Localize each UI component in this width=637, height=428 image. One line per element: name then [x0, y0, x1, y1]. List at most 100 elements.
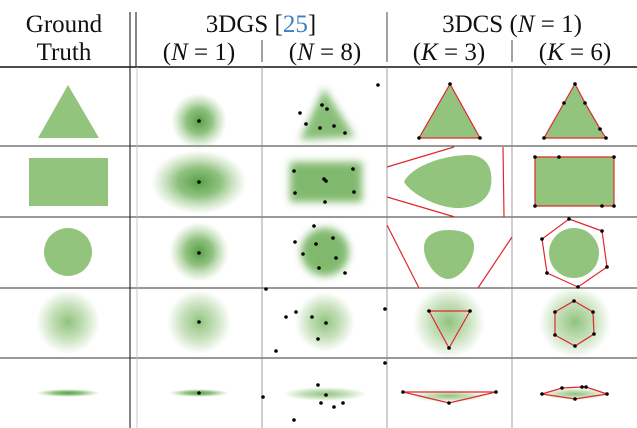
citation-link[interactable]: 25	[282, 11, 308, 38]
point-marker	[293, 191, 297, 195]
point-marker	[540, 392, 544, 396]
header-3dcs-k3: (K = 3)	[412, 39, 486, 66]
polygon-edge	[386, 146, 455, 168]
point-marker	[324, 321, 328, 325]
point-marker	[264, 287, 268, 291]
point-marker	[274, 349, 278, 353]
method-name: 3DGS	[205, 11, 269, 38]
point-marker	[325, 107, 329, 111]
header-3dgs: 3DGS [25]	[205, 11, 317, 38]
point-marker	[332, 124, 336, 128]
polygon-edge	[386, 196, 456, 218]
point-marker	[612, 204, 616, 208]
point-marker	[314, 242, 318, 246]
point-marker	[572, 299, 576, 303]
header-3dgs-n8: (N = 8)	[288, 39, 362, 66]
point-marker	[600, 204, 604, 208]
gaussian-splat	[36, 290, 100, 354]
point-marker	[319, 401, 323, 405]
gaussian-mixture	[301, 228, 349, 276]
point-marker	[417, 136, 421, 140]
point-marker	[553, 310, 557, 314]
gt-circle	[44, 228, 92, 276]
point-marker	[573, 344, 577, 348]
point-marker	[343, 271, 347, 275]
header-3dcs: 3DCS (N = 1)	[442, 11, 582, 38]
convex-polygon	[417, 82, 482, 139]
point-marker	[598, 127, 602, 131]
convex-polygon	[402, 391, 497, 404]
point-marker	[197, 180, 201, 184]
point-marker	[557, 155, 561, 159]
header-ground: Ground	[25, 11, 103, 38]
point-marker	[560, 386, 564, 390]
convex-polygon	[427, 310, 472, 350]
point-marker	[343, 131, 347, 135]
gt-triangle	[38, 85, 99, 138]
point-marker	[331, 236, 335, 240]
gaussian-splat	[36, 389, 100, 397]
point-marker	[448, 82, 452, 86]
point-marker	[292, 169, 296, 173]
polygon-edge	[477, 236, 513, 289]
point-marker	[573, 82, 577, 86]
point-marker	[310, 315, 314, 319]
point-marker	[540, 237, 544, 241]
point-marker	[317, 266, 321, 270]
point-marker	[332, 405, 336, 409]
gaussian-splat	[413, 286, 485, 358]
point-marker	[605, 392, 609, 396]
point-marker	[312, 224, 316, 228]
polygon-edge	[386, 224, 420, 289]
header-3dgs-n1: (N = 1)	[162, 39, 236, 66]
convex-shape	[419, 84, 480, 138]
point-marker	[573, 397, 577, 401]
convex-shape	[535, 157, 614, 206]
header-3dcs-k6: (K = 6)	[538, 39, 612, 66]
convex-shape	[404, 155, 492, 209]
convex-shape	[424, 230, 475, 279]
point-marker	[401, 390, 405, 394]
point-marker	[292, 418, 296, 422]
point-marker	[324, 393, 328, 397]
point-marker	[553, 333, 557, 337]
point-marker	[197, 391, 201, 395]
point-marker	[318, 126, 322, 130]
point-marker	[383, 307, 387, 311]
point-marker	[316, 337, 320, 341]
point-marker	[316, 383, 320, 387]
convex-shape	[549, 228, 599, 278]
point-marker	[468, 309, 472, 313]
point-marker	[320, 103, 324, 107]
point-marker	[600, 229, 604, 233]
gt-rectangle	[29, 158, 108, 206]
point-marker	[334, 256, 338, 260]
point-marker	[591, 310, 595, 314]
point-marker	[612, 155, 616, 159]
point-marker	[584, 385, 588, 389]
point-marker	[304, 122, 308, 126]
point-marker	[447, 401, 451, 405]
polygon-edge	[502, 146, 505, 218]
point-marker	[604, 136, 608, 140]
point-marker	[323, 200, 327, 204]
point-marker	[545, 271, 549, 275]
point-marker	[376, 83, 380, 87]
point-marker	[494, 390, 498, 394]
gaussian-mixture	[300, 88, 355, 140]
point-marker	[592, 332, 596, 336]
point-marker	[197, 320, 201, 324]
point-marker	[383, 361, 387, 365]
point-marker	[533, 155, 537, 159]
point-marker	[197, 119, 201, 123]
point-marker	[447, 346, 451, 350]
convex-shape	[544, 84, 606, 138]
point-marker	[427, 309, 431, 313]
point-marker	[341, 401, 345, 405]
gaussian-splat	[539, 286, 611, 358]
point-marker	[284, 315, 288, 319]
point-marker	[301, 252, 305, 256]
point-marker	[478, 136, 482, 140]
